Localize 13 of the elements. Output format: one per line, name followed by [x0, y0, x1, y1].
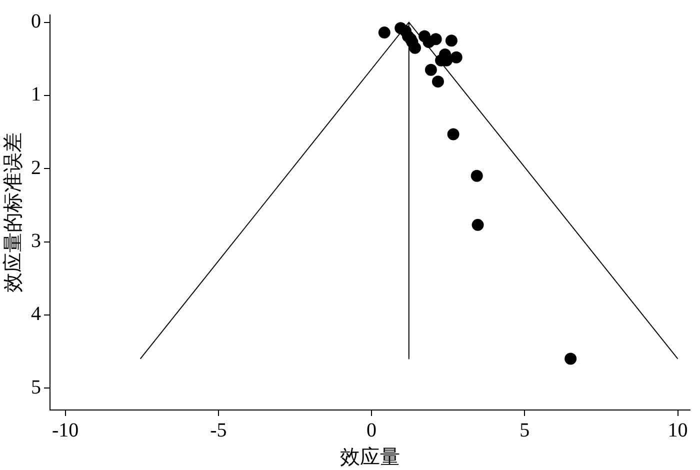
- y-tick-label: 3: [31, 230, 41, 252]
- x-tick-label: 10: [668, 419, 688, 442]
- y-tick-label: 5: [31, 376, 41, 398]
- y-tick-label: 2: [31, 156, 41, 179]
- y-axis-title: 效应量的标准误差: [2, 132, 24, 292]
- x-tick-label: -10: [52, 419, 79, 442]
- y-tick-label: 0: [31, 10, 41, 33]
- y-tick-label: 4: [31, 303, 41, 326]
- y-tick-label: 1: [31, 84, 41, 106]
- x-tick-label: -5: [210, 419, 227, 442]
- x-axis-title: 效应量: [340, 446, 400, 468]
- x-tick-label: 0: [366, 419, 377, 442]
- x-tick-label: 5: [520, 419, 530, 442]
